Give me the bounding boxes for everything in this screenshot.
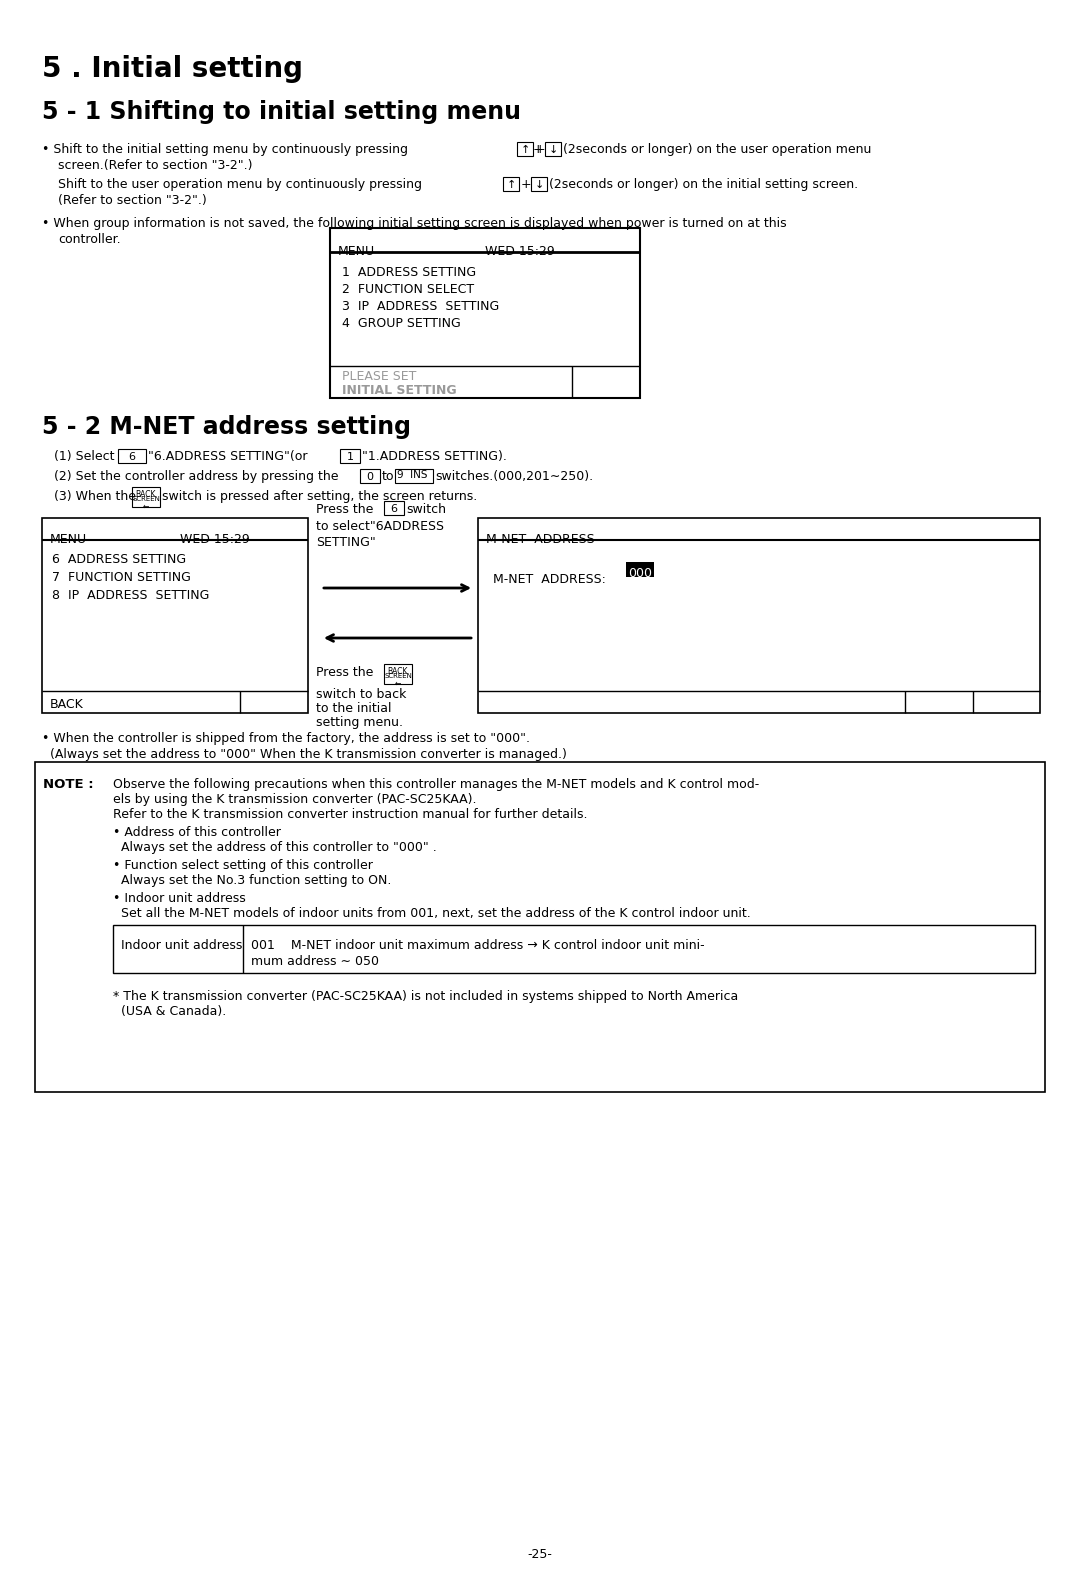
Text: PLEASE SET: PLEASE SET bbox=[342, 370, 417, 383]
Text: 5 - 1 Shifting to initial setting menu: 5 - 1 Shifting to initial setting menu bbox=[42, 99, 521, 125]
Text: • Indoor unit address: • Indoor unit address bbox=[113, 892, 246, 905]
Text: WED 15:29: WED 15:29 bbox=[180, 533, 249, 545]
Bar bbox=[118, 449, 146, 463]
Text: • Function select setting of this controller: • Function select setting of this contro… bbox=[113, 859, 373, 872]
Text: 9  INS: 9 INS bbox=[397, 470, 428, 481]
Text: M-NET  ADDRESS: M-NET ADDRESS bbox=[486, 533, 595, 545]
Text: +: + bbox=[534, 143, 543, 156]
Text: • When group information is not saved, the following initial setting screen is d: • When group information is not saved, t… bbox=[42, 217, 786, 230]
Text: BACK: BACK bbox=[136, 490, 157, 500]
Bar bbox=[531, 177, 546, 191]
Text: 5 - 2 M-NET address setting: 5 - 2 M-NET address setting bbox=[42, 414, 411, 440]
Text: SCREEN: SCREEN bbox=[384, 673, 411, 679]
Bar bbox=[517, 142, 534, 156]
Text: 8  IP  ADDRESS  SETTING: 8 IP ADDRESS SETTING bbox=[52, 589, 210, 602]
Bar bbox=[360, 470, 380, 482]
Text: Always set the address of this controller to "000" .: Always set the address of this controlle… bbox=[113, 842, 436, 854]
Text: ↓: ↓ bbox=[549, 145, 557, 154]
Text: Refer to the K transmission converter instruction manual for further details.: Refer to the K transmission converter in… bbox=[113, 808, 588, 821]
Text: -25-: -25- bbox=[527, 1548, 553, 1560]
Text: • Shift to the initial setting menu by continuously pressing: • Shift to the initial setting menu by c… bbox=[42, 143, 408, 156]
Text: Indoor unit address: Indoor unit address bbox=[121, 939, 242, 952]
Text: 4  GROUP SETTING: 4 GROUP SETTING bbox=[342, 317, 461, 329]
Text: (2) Set the controller address by pressing the: (2) Set the controller address by pressi… bbox=[54, 470, 338, 482]
Text: 1: 1 bbox=[347, 452, 353, 462]
Text: MENU: MENU bbox=[50, 533, 87, 545]
Text: "1.ADDRESS SETTING).: "1.ADDRESS SETTING). bbox=[362, 451, 507, 463]
Text: to: to bbox=[382, 470, 394, 482]
Text: ←: ← bbox=[143, 503, 149, 511]
Text: 6: 6 bbox=[391, 504, 397, 514]
Text: +: + bbox=[521, 178, 531, 191]
Text: 0: 0 bbox=[366, 471, 374, 482]
Text: ↑: ↑ bbox=[507, 180, 515, 191]
Text: SETTING": SETTING" bbox=[316, 536, 376, 548]
Text: (3) When the: (3) When the bbox=[54, 490, 136, 503]
Bar bbox=[626, 563, 654, 577]
Text: (2seconds or longer) on the initial setting screen.: (2seconds or longer) on the initial sett… bbox=[549, 178, 859, 191]
Bar bbox=[384, 663, 411, 684]
Text: switches.(000,201∼250).: switches.(000,201∼250). bbox=[435, 470, 593, 482]
Bar bbox=[478, 519, 1040, 712]
Bar bbox=[35, 763, 1045, 1092]
Text: BACK: BACK bbox=[388, 667, 408, 676]
Bar bbox=[340, 449, 360, 463]
Text: 7  FUNCTION SETTING: 7 FUNCTION SETTING bbox=[52, 571, 191, 585]
Text: mum address ∼ 050: mum address ∼ 050 bbox=[251, 955, 379, 968]
Text: 001    M-NET indoor unit maximum address → K control indoor unit mini-: 001 M-NET indoor unit maximum address → … bbox=[251, 939, 704, 952]
Bar bbox=[42, 519, 308, 712]
Text: NOTE :: NOTE : bbox=[43, 779, 94, 791]
Text: * The K transmission converter (PAC-SC25KAA) is not included in systems shipped : * The K transmission converter (PAC-SC25… bbox=[113, 990, 739, 1002]
Text: BACK: BACK bbox=[50, 698, 84, 711]
Text: Press the: Press the bbox=[316, 503, 374, 515]
Text: (1) Select: (1) Select bbox=[54, 451, 114, 463]
Text: ←: ← bbox=[395, 679, 401, 689]
Text: SCREEN: SCREEN bbox=[132, 496, 160, 503]
Text: 5 . Initial setting: 5 . Initial setting bbox=[42, 55, 303, 84]
Text: 3  IP  ADDRESS  SETTING: 3 IP ADDRESS SETTING bbox=[342, 299, 499, 314]
Text: 6  ADDRESS SETTING: 6 ADDRESS SETTING bbox=[52, 553, 186, 566]
Bar bbox=[132, 487, 160, 507]
Text: switch: switch bbox=[406, 503, 446, 515]
Bar bbox=[545, 142, 561, 156]
Text: setting menu.: setting menu. bbox=[316, 716, 403, 730]
Text: 6: 6 bbox=[129, 452, 135, 462]
Text: (2seconds or longer) on the user operation menu: (2seconds or longer) on the user operati… bbox=[563, 143, 872, 156]
Text: Press the: Press the bbox=[316, 667, 374, 679]
Text: switch is pressed after setting, the screen returns.: switch is pressed after setting, the scr… bbox=[162, 490, 477, 503]
Text: switch to back: switch to back bbox=[316, 689, 406, 701]
Text: "6.ADDRESS SETTING"(or: "6.ADDRESS SETTING"(or bbox=[148, 451, 308, 463]
Text: controller.: controller. bbox=[58, 233, 121, 246]
Text: 1  ADDRESS SETTING: 1 ADDRESS SETTING bbox=[342, 266, 476, 279]
Bar bbox=[503, 177, 519, 191]
Text: M-NET  ADDRESS:: M-NET ADDRESS: bbox=[492, 574, 610, 586]
Bar bbox=[113, 925, 1035, 972]
Text: WED 15:29: WED 15:29 bbox=[485, 244, 555, 258]
Text: to the initial: to the initial bbox=[316, 701, 391, 716]
Text: MENU: MENU bbox=[338, 244, 375, 258]
Text: • Address of this controller: • Address of this controller bbox=[113, 826, 281, 838]
Text: • When the controller is shipped from the factory, the address is set to "000".: • When the controller is shipped from th… bbox=[42, 731, 530, 745]
Text: INITIAL SETTING: INITIAL SETTING bbox=[342, 385, 457, 397]
Text: (Always set the address to "000" When the K transmission converter is managed.): (Always set the address to "000" When th… bbox=[42, 749, 567, 761]
Text: screen.(Refer to section "3-2".): screen.(Refer to section "3-2".) bbox=[58, 159, 253, 172]
Text: ↑: ↑ bbox=[521, 145, 529, 154]
Text: Always set the No.3 function setting to ON.: Always set the No.3 function setting to … bbox=[113, 875, 391, 887]
Text: (Refer to section "3-2".): (Refer to section "3-2".) bbox=[58, 194, 206, 206]
Text: Observe the following precautions when this controller manages the M-NET models : Observe the following precautions when t… bbox=[113, 779, 759, 791]
Bar bbox=[395, 470, 433, 482]
Text: +: + bbox=[535, 143, 545, 156]
Bar bbox=[384, 501, 404, 515]
Text: to select"6ADDRESS: to select"6ADDRESS bbox=[316, 520, 444, 533]
Text: ↓: ↓ bbox=[535, 180, 543, 191]
Text: 2  FUNCTION SELECT: 2 FUNCTION SELECT bbox=[342, 284, 474, 296]
Text: Shift to the user operation menu by continuously pressing: Shift to the user operation menu by cont… bbox=[58, 178, 422, 191]
Text: els by using the K transmission converter (PAC-SC25KAA).: els by using the K transmission converte… bbox=[113, 793, 476, 805]
Text: (USA & Canada).: (USA & Canada). bbox=[113, 1005, 226, 1018]
Text: Set all the M-NET models of indoor units from 001, next, set the address of the : Set all the M-NET models of indoor units… bbox=[113, 908, 751, 920]
Bar bbox=[330, 229, 640, 399]
Text: 000: 000 bbox=[627, 566, 652, 580]
